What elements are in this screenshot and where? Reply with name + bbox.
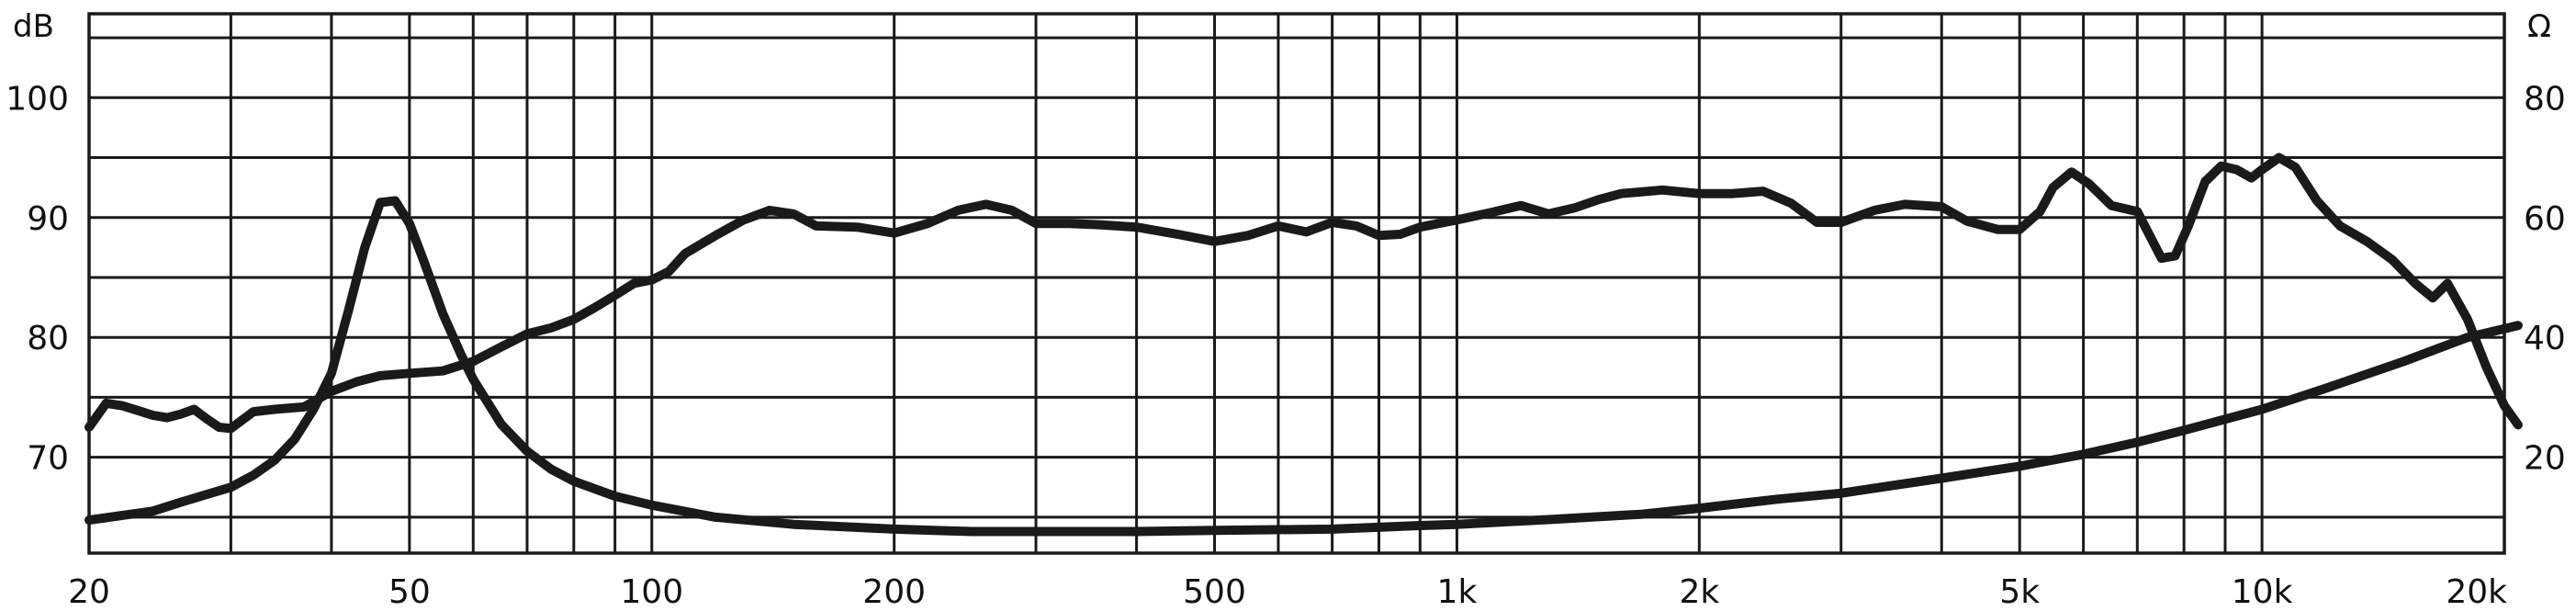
x-tick-label: 1k — [1437, 573, 1478, 611]
x-tick-label: 10k — [2232, 573, 2293, 611]
plot-frame — [87, 12, 2506, 555]
y-left-tick-label: 70 — [27, 440, 69, 478]
frequency-response-line — [84, 153, 2523, 434]
impedance-line — [84, 196, 2523, 537]
y-left-tick-label: 90 — [27, 200, 69, 238]
x-tick-label: 500 — [1183, 573, 1246, 611]
left-axis-unit: dB — [13, 8, 54, 45]
y-right-tick-label: 60 — [2524, 200, 2566, 238]
x-tick-label: 2k — [1679, 573, 1719, 611]
right-axis-unit: Ω — [2527, 8, 2551, 45]
x-tick-label: 200 — [862, 573, 926, 611]
y-left-tick-label: 100 — [6, 80, 69, 118]
y-right-tick-label: 20 — [2524, 440, 2566, 478]
y-right-tick-label: 40 — [2524, 320, 2566, 357]
x-tick-label: 20 — [68, 573, 110, 611]
y-right-tick-label: 80 — [2524, 80, 2566, 118]
y-left-tick-label: 80 — [27, 320, 69, 357]
x-tick-label: 50 — [388, 573, 431, 611]
x-tick-label: 5k — [1999, 573, 2040, 611]
x-tick-label: 20k — [2446, 573, 2507, 611]
x-tick-label: 100 — [620, 573, 683, 611]
